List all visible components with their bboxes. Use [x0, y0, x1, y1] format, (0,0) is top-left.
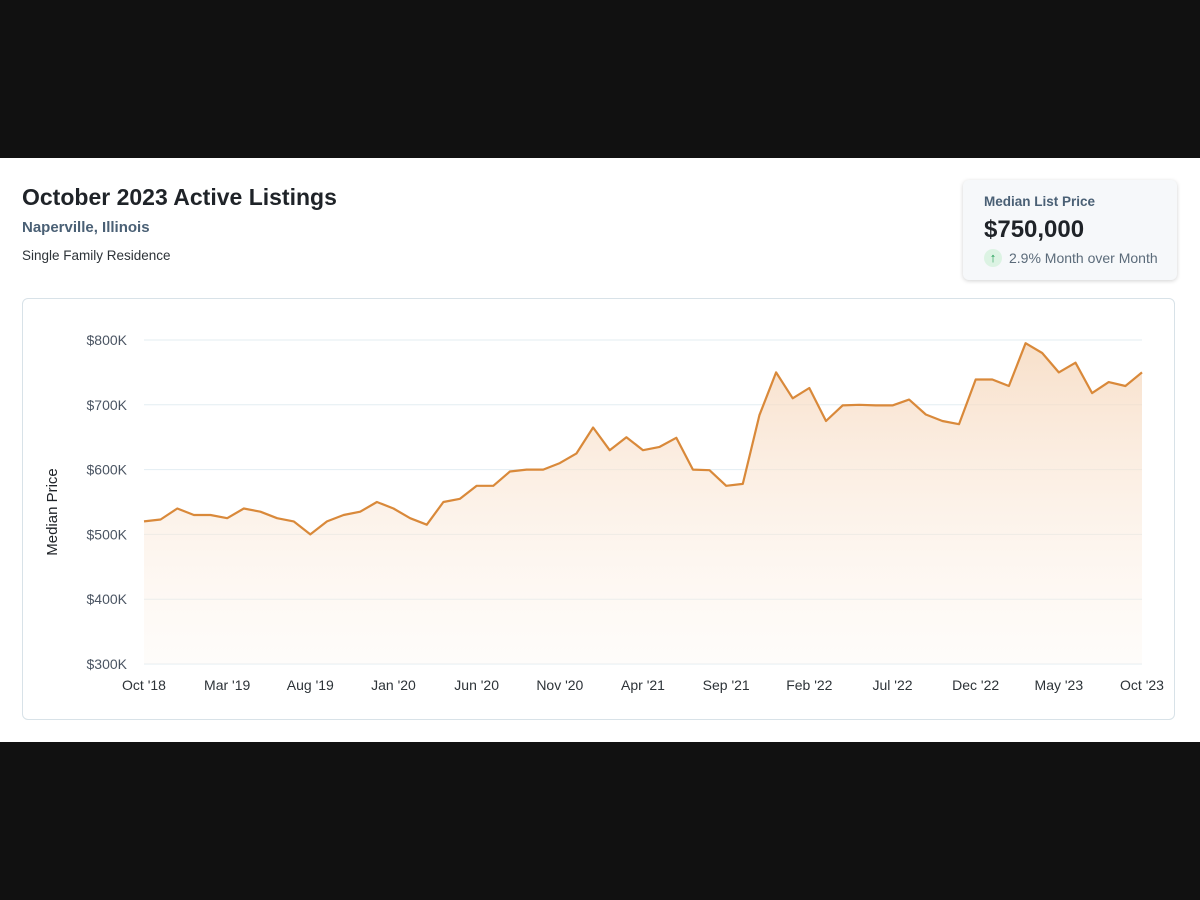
price-area — [144, 343, 1142, 664]
x-tick-label: Sep '21 — [703, 677, 750, 693]
y-tick-label: $700K — [87, 397, 128, 413]
x-tick-label: Jan '20 — [371, 677, 416, 693]
x-tick-label: Jun '20 — [454, 677, 499, 693]
chart-container: $300K $400K $500K $600K $700K $800K Oct '18 Ma… — [22, 298, 1175, 720]
y-axis-ticks: $300K $400K $500K $600K $700K $800K — [87, 332, 128, 672]
x-tick-label: May '23 — [1035, 677, 1084, 693]
price-line — [143, 342, 1143, 536]
y-tick-label: $400K — [87, 591, 128, 607]
x-tick-label: Mar '19 — [204, 677, 250, 693]
y-axis-title: Median Price — [44, 468, 61, 556]
arrow-up-icon: ↑ — [984, 249, 1002, 267]
median-price-card: Median List Price $750,000 ↑ 2.9% Month … — [963, 180, 1177, 280]
y-tick-label: $300K — [87, 656, 128, 672]
x-tick-label: Feb '22 — [786, 677, 832, 693]
stat-value: $750,000 — [984, 216, 1085, 243]
page-title: October 2023 Active Listings — [22, 184, 337, 210]
price-chart: $300K $400K $500K $600K $700K $800K Oct '18 Ma… — [44, 332, 1164, 693]
location-label: Naperville, Illinois — [22, 219, 150, 236]
x-tick-label: Aug '19 — [287, 677, 334, 693]
x-tick-label: Dec '22 — [952, 677, 999, 693]
x-tick-label: Apr '21 — [621, 677, 665, 693]
x-tick-label: Oct '23 — [1120, 677, 1164, 693]
property-type-label: Single Family Residence — [22, 248, 171, 263]
x-tick-label: Nov '20 — [536, 677, 583, 693]
x-axis-ticks: Oct '18 Mar '19 Aug '19 Jan '20 Jun '20 Nov '… — [122, 677, 1164, 693]
stat-change: ↑ 2.9% Month over Month — [984, 249, 1158, 267]
stat-change-text: 2.9% Month over Month — [1009, 250, 1158, 266]
stat-label: Median List Price — [984, 194, 1096, 209]
y-tick-label: $600K — [87, 462, 128, 478]
y-tick-label: $800K — [87, 332, 128, 348]
x-tick-label: Jul '22 — [872, 677, 912, 693]
x-tick-label: Oct '18 — [122, 677, 166, 693]
listings-panel: October 2023 Active Listings Naperville,… — [0, 158, 1200, 742]
y-tick-label: $500K — [87, 526, 128, 542]
